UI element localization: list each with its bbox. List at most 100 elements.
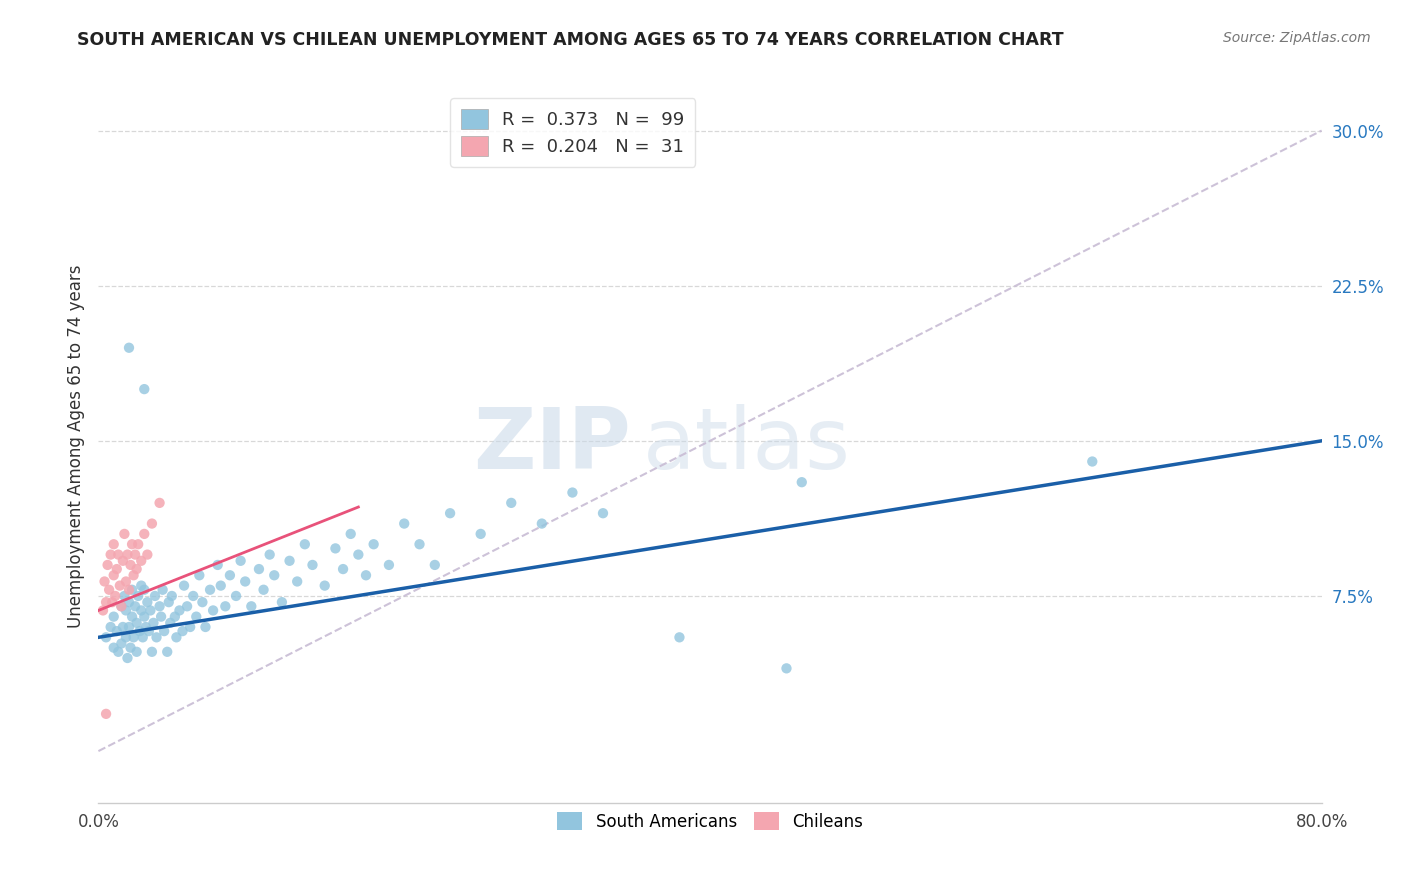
Point: [125, 645, 148, 659]
Point: [209, 579, 232, 593]
Point: [110, 599, 132, 614]
Point: [152, 582, 174, 597]
Point: [247, 562, 270, 576]
Point: [124, 599, 146, 614]
Text: ZIP: ZIP: [472, 404, 630, 488]
Point: [470, 527, 492, 541]
Point: [141, 516, 163, 531]
Point: [423, 558, 446, 572]
Text: atlas: atlas: [643, 404, 851, 488]
Point: [392, 516, 416, 531]
Point: [439, 506, 461, 520]
Point: [115, 574, 138, 589]
Point: [139, 603, 162, 617]
Text: Source: ZipAtlas.com: Source: ZipAtlas.com: [1223, 31, 1371, 45]
Point: [124, 548, 146, 562]
Point: [120, 558, 142, 572]
Point: [157, 595, 180, 609]
Point: [103, 609, 125, 624]
Point: [354, 568, 377, 582]
Point: [301, 558, 323, 572]
Point: [790, 475, 813, 490]
Point: [141, 645, 163, 659]
Point: [501, 496, 523, 510]
Point: [127, 537, 149, 551]
Point: [225, 589, 247, 603]
Point: [136, 595, 159, 609]
Point: [105, 624, 128, 639]
Point: [105, 562, 128, 576]
Point: [129, 603, 152, 617]
Point: [94, 706, 117, 721]
Point: [104, 589, 127, 603]
Point: [363, 537, 385, 551]
Point: [1081, 454, 1104, 468]
Point: [91, 603, 114, 617]
Point: [110, 636, 132, 650]
Point: [118, 341, 141, 355]
Point: [134, 609, 156, 624]
Point: [108, 579, 131, 593]
Legend: South Americans, Chileans: South Americans, Chileans: [551, 805, 869, 838]
Point: [191, 595, 214, 609]
Y-axis label: Unemployment Among Ages 65 to 74 years: Unemployment Among Ages 65 to 74 years: [66, 264, 84, 628]
Point: [118, 595, 141, 609]
Point: [122, 630, 145, 644]
Point: [163, 609, 186, 624]
Point: [129, 554, 152, 568]
Point: [135, 620, 157, 634]
Point: [592, 506, 614, 520]
Point: [153, 624, 176, 639]
Point: [117, 651, 139, 665]
Point: [142, 615, 165, 630]
Point: [219, 568, 242, 582]
Point: [259, 548, 281, 562]
Point: [214, 599, 236, 614]
Point: [207, 558, 229, 572]
Point: [112, 589, 135, 603]
Point: [252, 582, 274, 597]
Point: [125, 615, 148, 630]
Point: [100, 548, 122, 562]
Point: [172, 624, 194, 639]
Point: [97, 558, 120, 572]
Point: [181, 589, 204, 603]
Point: [332, 562, 354, 576]
Point: [347, 548, 370, 562]
Point: [169, 603, 191, 617]
Point: [134, 582, 156, 597]
Point: [120, 640, 142, 655]
Point: [165, 630, 187, 644]
Point: [775, 661, 797, 675]
Point: [263, 568, 285, 582]
Point: [138, 624, 160, 639]
Point: [94, 630, 117, 644]
Point: [111, 620, 134, 634]
Point: [176, 599, 198, 614]
Point: [143, 589, 166, 603]
Point: [194, 620, 217, 634]
Point: [530, 516, 553, 531]
Point: [115, 603, 138, 617]
Point: [103, 537, 125, 551]
Point: [229, 554, 252, 568]
Point: [188, 568, 211, 582]
Point: [103, 640, 125, 655]
Point: [198, 582, 221, 597]
Point: [134, 382, 156, 396]
Point: [270, 595, 292, 609]
Point: [149, 599, 172, 614]
Point: [186, 609, 208, 624]
Point: [159, 615, 181, 630]
Point: [145, 630, 167, 644]
Point: [118, 620, 141, 634]
Point: [668, 630, 690, 644]
Point: [128, 624, 150, 639]
Point: [149, 496, 172, 510]
Point: [314, 579, 336, 593]
Point: [160, 589, 183, 603]
Point: [94, 595, 117, 609]
Point: [107, 645, 129, 659]
Point: [325, 541, 347, 556]
Point: [173, 579, 195, 593]
